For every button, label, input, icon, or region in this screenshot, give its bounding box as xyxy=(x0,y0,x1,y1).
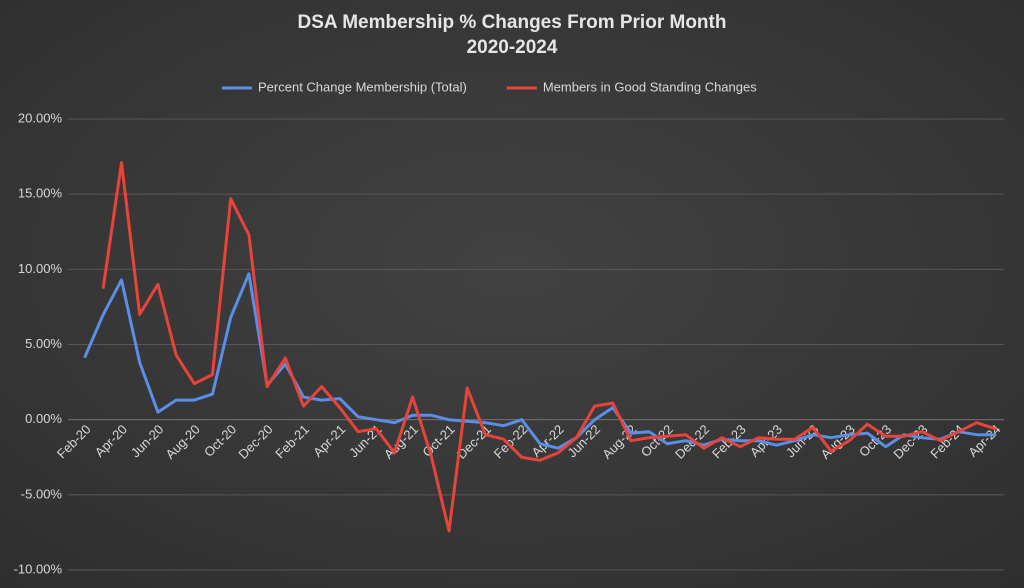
series-line xyxy=(101,161,997,533)
legend-label: Percent Change Membership (Total) xyxy=(258,79,467,94)
y-tick-label: 5.00% xyxy=(25,336,62,351)
series-line xyxy=(83,272,997,450)
y-tick-label: 10.00% xyxy=(18,261,63,276)
y-tick-label: -5.00% xyxy=(21,486,63,501)
chart-title: DSA Membership % Changes From Prior Mont… xyxy=(298,12,727,33)
y-tick-label: -10.00% xyxy=(14,561,63,576)
y-tick-label: 0.00% xyxy=(25,411,62,426)
y-tick-label: 15.00% xyxy=(18,186,63,201)
chart-subtitle: 2020-2024 xyxy=(467,37,558,58)
y-tick-label: 20.00% xyxy=(18,110,63,125)
legend-label: Members in Good Standing Changes xyxy=(543,79,757,94)
